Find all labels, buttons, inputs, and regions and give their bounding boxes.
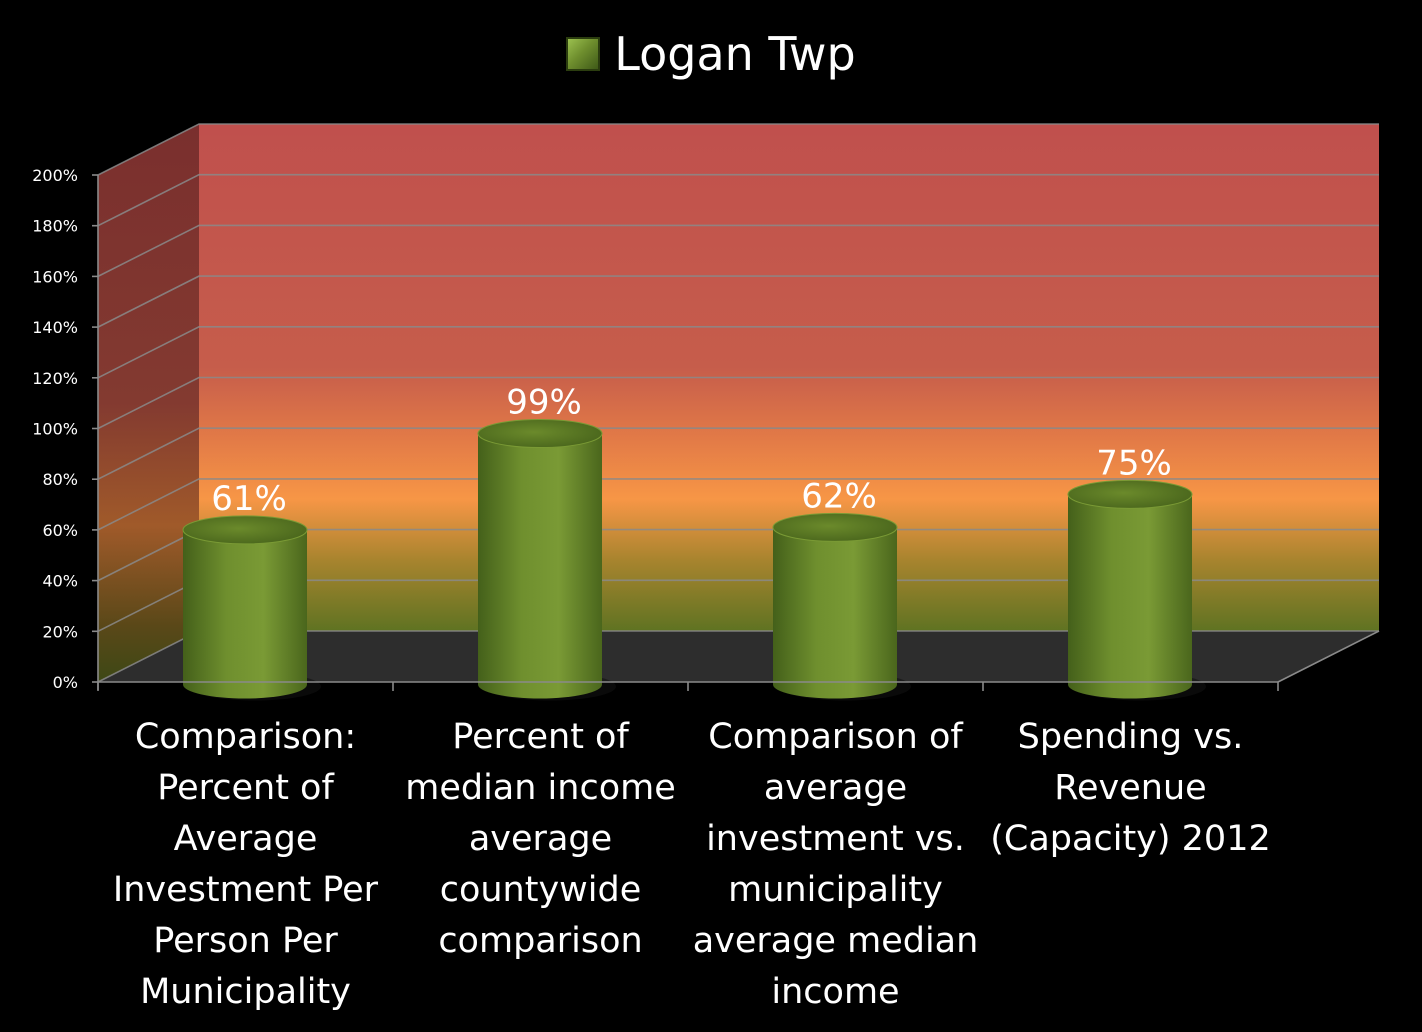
- gridline: [97, 224, 1379, 278]
- legend: Logan Twp: [0, 24, 1422, 84]
- x-category-label-line: municipality: [728, 870, 943, 910]
- x-category-label: Comparison: Percent of Average Investment P…: [113, 717, 379, 1012]
- x-category-label-line: comparison: [438, 921, 642, 961]
- x-category-label: Percent of median income average countywide…: [405, 717, 676, 961]
- y-tick-label: 140%: [32, 318, 78, 337]
- x-category-label-line: average: [764, 768, 907, 808]
- x-category-label-line: Spending vs.: [1018, 717, 1244, 757]
- bar-data-label: 75%: [1096, 443, 1172, 483]
- x-category-label: Comparison of average investment vs. munici…: [693, 717, 979, 1012]
- y-tick-label: 160%: [32, 267, 78, 286]
- x-category-label-line: investment vs.: [706, 819, 965, 859]
- x-category-label-line: Municipality: [140, 972, 351, 1012]
- gridline: [97, 478, 1379, 531]
- bar-cap: [477, 419, 603, 449]
- x-category-label-line: Comparison:: [135, 717, 356, 757]
- legend-label: Logan Twp: [614, 27, 856, 81]
- y-tick-label: 20%: [42, 622, 78, 641]
- x-category-label-line: Percent of: [157, 768, 334, 808]
- x-category-label: Spending vs. Revenue (Capacity) 2012: [990, 717, 1270, 859]
- y-tick-label: 80%: [42, 470, 78, 489]
- x-category-label-line: countywide: [440, 870, 642, 910]
- gridline: [97, 376, 1379, 430]
- bar: 62%: [772, 476, 911, 701]
- bar-cap: [182, 515, 308, 545]
- bar: 75%: [1067, 443, 1206, 701]
- x-category-label-line: Average: [174, 819, 318, 859]
- bar-data-label: 62%: [801, 476, 877, 516]
- y-tick-label: 120%: [32, 369, 78, 388]
- x-category-label-line: average median: [693, 921, 979, 961]
- x-category-label-line: Comparison of: [708, 717, 963, 757]
- x-category-label-line: median income: [405, 768, 676, 808]
- x-category-label-line: Revenue: [1054, 768, 1206, 808]
- bar-data-label: 99%: [506, 383, 582, 423]
- y-tick-label: 100%: [32, 420, 78, 439]
- x-category-label-line: Investment Per: [113, 870, 379, 910]
- bar-data-label: 61%: [211, 479, 287, 519]
- bar-body: [183, 529, 307, 699]
- bar-body: [478, 433, 602, 699]
- x-category-label-line: Person Per: [153, 921, 338, 961]
- bar: 99%: [477, 383, 616, 701]
- floor: [98, 631, 1379, 682]
- y-tick-label: 0%: [53, 673, 78, 692]
- y-tick-label: 40%: [42, 572, 78, 591]
- gridline: [97, 275, 1379, 328]
- x-category-label-line: Percent of: [452, 717, 629, 757]
- floor-edge: [1277, 630, 1380, 683]
- gridline: [97, 427, 1379, 480]
- gridline: [97, 173, 1379, 227]
- bar-body: [1068, 494, 1192, 699]
- bar-body: [773, 527, 897, 699]
- bar-cap: [772, 512, 898, 542]
- x-category-label-line: average: [469, 819, 612, 859]
- y-tick-label: 180%: [32, 217, 78, 236]
- x-category-label-line: (Capacity) 2012: [990, 819, 1270, 859]
- gridline: [97, 325, 1379, 379]
- legend-swatch: [566, 37, 601, 71]
- x-category-label-line: income: [771, 972, 899, 1012]
- y-tick-label: 200%: [32, 166, 78, 185]
- bar-cap: [1067, 479, 1193, 509]
- y-tick-label: 60%: [42, 521, 78, 540]
- gridline: [97, 123, 1379, 176]
- bar: 61%: [182, 479, 321, 701]
